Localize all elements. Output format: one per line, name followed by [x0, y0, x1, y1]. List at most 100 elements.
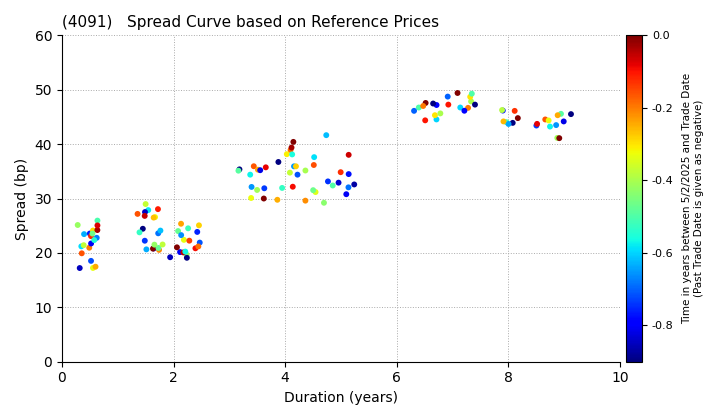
Point — [91, 227, 103, 234]
Point — [251, 186, 263, 193]
Point — [343, 171, 354, 178]
Point — [153, 244, 164, 251]
Point — [182, 225, 194, 232]
Point — [192, 243, 204, 250]
Point — [310, 189, 321, 195]
Point — [76, 243, 87, 250]
Point — [132, 210, 143, 217]
Point — [565, 111, 577, 118]
Point — [189, 245, 201, 252]
Point — [192, 228, 203, 235]
Point — [555, 110, 567, 117]
Point — [85, 257, 96, 264]
Point — [134, 229, 145, 236]
Point — [152, 206, 163, 213]
Point — [507, 120, 518, 126]
Point — [233, 167, 244, 174]
Point — [435, 110, 446, 117]
Point — [143, 207, 154, 213]
Point — [496, 107, 508, 113]
Point — [327, 182, 338, 189]
Point — [288, 163, 300, 170]
Point — [87, 265, 99, 271]
Point — [139, 209, 150, 215]
Point — [234, 166, 246, 173]
Point — [420, 100, 431, 106]
Text: (4091)   Spread Curve based on Reference Prices: (4091) Spread Curve based on Reference P… — [62, 15, 439, 30]
Point — [84, 230, 96, 237]
Point — [464, 94, 476, 100]
Point — [91, 234, 102, 241]
Point — [137, 226, 148, 232]
Point — [89, 237, 100, 244]
Point — [175, 220, 186, 227]
Point — [276, 184, 288, 191]
Point — [531, 122, 542, 129]
Point — [140, 246, 152, 253]
Point — [181, 255, 193, 261]
Point — [248, 163, 259, 170]
Point — [292, 171, 303, 178]
Point — [246, 184, 257, 190]
Point — [539, 116, 551, 123]
Point — [287, 184, 299, 190]
Point — [245, 171, 256, 178]
Point — [343, 184, 354, 191]
Point — [86, 240, 97, 247]
Y-axis label: Time in years between 5/2/2025 and Trade Date
(Past Trade Date is given as negat: Time in years between 5/2/2025 and Trade… — [682, 73, 703, 324]
Point — [91, 222, 103, 229]
Point — [258, 195, 269, 202]
Point — [451, 89, 463, 96]
Point — [431, 102, 442, 108]
Point — [178, 249, 189, 256]
Point — [500, 119, 512, 126]
Point — [550, 122, 562, 129]
Point — [260, 164, 271, 171]
Point — [552, 134, 563, 141]
Point — [273, 159, 284, 165]
Point — [184, 237, 195, 244]
Point — [509, 108, 521, 114]
Point — [431, 116, 442, 123]
Point — [341, 191, 352, 197]
Point — [469, 101, 481, 108]
Point — [86, 230, 98, 237]
Point — [91, 217, 103, 224]
Point — [322, 178, 333, 185]
Point — [418, 102, 429, 109]
Point — [466, 90, 477, 97]
Point — [428, 100, 439, 107]
Point — [287, 151, 298, 158]
Point — [176, 232, 187, 239]
Point — [287, 139, 299, 145]
Point — [543, 117, 554, 124]
Point — [442, 93, 454, 100]
Point — [148, 214, 159, 221]
Point — [318, 200, 330, 206]
Point — [157, 241, 168, 248]
Point — [459, 108, 470, 114]
Point — [308, 154, 320, 160]
Point — [320, 132, 332, 139]
Point — [284, 169, 296, 176]
Point — [76, 250, 88, 257]
Point — [171, 244, 183, 251]
Point — [443, 101, 454, 108]
Point — [300, 167, 311, 174]
Point — [413, 104, 425, 111]
Point — [153, 230, 164, 236]
Point — [246, 194, 257, 201]
Point — [149, 214, 161, 220]
Point — [254, 167, 266, 173]
Point — [78, 242, 89, 249]
Point — [87, 227, 99, 234]
Point — [174, 249, 186, 255]
Point — [148, 241, 160, 248]
Point — [286, 144, 297, 151]
Point — [333, 179, 344, 186]
Point — [544, 123, 556, 130]
Y-axis label: Spread (bp): Spread (bp) — [15, 158, 29, 239]
Point — [179, 248, 191, 255]
Point — [148, 245, 159, 252]
X-axis label: Duration (years): Duration (years) — [284, 391, 398, 405]
